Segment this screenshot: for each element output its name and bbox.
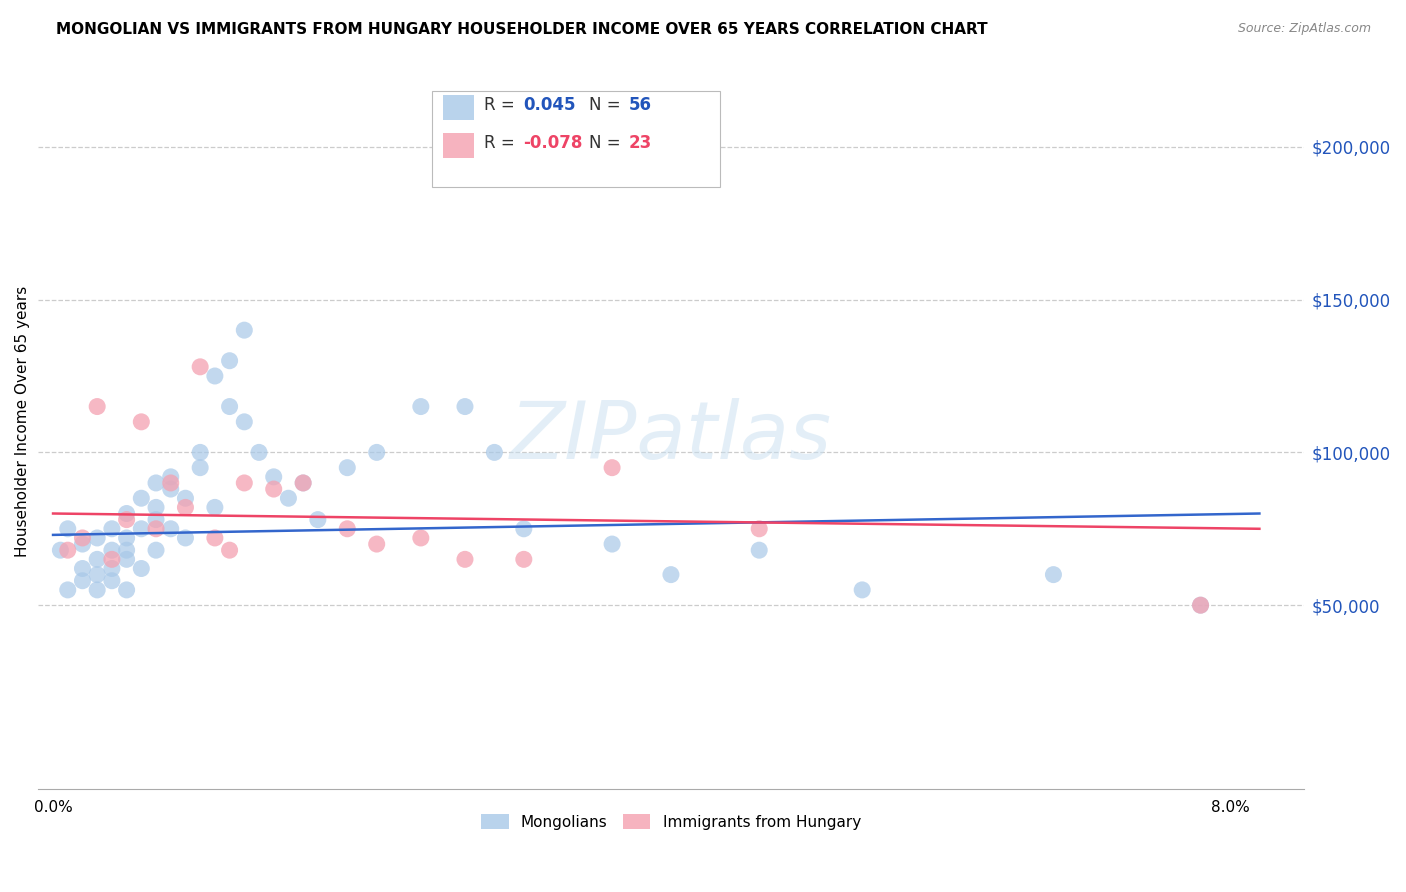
Point	[131, 561, 153, 575]
Point	[233, 415, 256, 429]
Text: N =: N =	[589, 134, 620, 152]
Point	[56, 522, 79, 536]
Point	[72, 531, 94, 545]
Point	[204, 500, 226, 515]
Point	[174, 491, 197, 506]
Point	[188, 460, 211, 475]
Point	[188, 359, 211, 374]
Point	[145, 513, 167, 527]
Point	[366, 445, 388, 459]
Point	[174, 500, 197, 515]
Point	[409, 531, 432, 545]
Point	[101, 574, 124, 588]
Point	[336, 522, 359, 536]
Point	[145, 475, 167, 490]
Point	[204, 531, 226, 545]
Point	[159, 475, 181, 490]
Point	[233, 323, 256, 337]
Point	[101, 543, 124, 558]
Point	[56, 543, 79, 558]
Point	[204, 369, 226, 384]
Point	[49, 543, 72, 558]
Point	[366, 537, 388, 551]
Point	[101, 561, 124, 575]
Point	[336, 460, 359, 475]
Point	[86, 552, 108, 566]
Point	[86, 582, 108, 597]
Point	[145, 543, 167, 558]
Point	[86, 531, 108, 545]
Point	[101, 522, 124, 536]
Text: 23: 23	[628, 134, 652, 152]
Point	[218, 543, 240, 558]
Point	[86, 567, 108, 582]
Point	[56, 582, 79, 597]
Point	[115, 507, 138, 521]
Point	[513, 522, 536, 536]
Point	[307, 513, 329, 527]
Point	[115, 543, 138, 558]
Point	[1042, 567, 1064, 582]
Point	[86, 400, 108, 414]
Point	[72, 561, 94, 575]
Text: Source: ZipAtlas.com: Source: ZipAtlas.com	[1237, 22, 1371, 36]
Legend: Mongolians, Immigrants from Hungary: Mongolians, Immigrants from Hungary	[475, 807, 868, 836]
Point	[145, 522, 167, 536]
Y-axis label: Householder Income Over 65 years: Householder Income Over 65 years	[15, 286, 30, 558]
Point	[131, 415, 153, 429]
Text: R =: R =	[484, 96, 515, 114]
Point	[159, 470, 181, 484]
Point	[659, 567, 682, 582]
Point	[115, 552, 138, 566]
Point	[72, 574, 94, 588]
Point	[409, 400, 432, 414]
Point	[263, 470, 285, 484]
Point	[174, 531, 197, 545]
Text: MONGOLIAN VS IMMIGRANTS FROM HUNGARY HOUSEHOLDER INCOME OVER 65 YEARS CORRELATIO: MONGOLIAN VS IMMIGRANTS FROM HUNGARY HOU…	[56, 22, 988, 37]
Point	[115, 582, 138, 597]
Point	[218, 353, 240, 368]
Point	[277, 491, 299, 506]
Point	[600, 537, 623, 551]
Point	[454, 400, 477, 414]
Point	[292, 475, 315, 490]
Point	[1189, 598, 1212, 612]
Text: 0.045: 0.045	[523, 96, 575, 114]
Point	[292, 475, 315, 490]
Point	[188, 445, 211, 459]
Text: N =: N =	[589, 96, 620, 114]
Point	[131, 491, 153, 506]
Point	[513, 552, 536, 566]
Point	[1189, 598, 1212, 612]
Text: 56: 56	[628, 96, 651, 114]
Text: ZIPatlas: ZIPatlas	[510, 398, 832, 475]
Point	[159, 482, 181, 496]
Point	[131, 522, 153, 536]
Point	[72, 537, 94, 551]
Point	[454, 552, 477, 566]
Text: -0.078: -0.078	[523, 134, 582, 152]
Point	[600, 460, 623, 475]
Point	[218, 400, 240, 414]
Point	[247, 445, 270, 459]
Point	[115, 513, 138, 527]
Point	[101, 552, 124, 566]
Point	[748, 522, 770, 536]
Point	[145, 500, 167, 515]
Point	[115, 531, 138, 545]
Point	[233, 475, 256, 490]
Point	[263, 482, 285, 496]
Point	[851, 582, 873, 597]
Text: R =: R =	[484, 134, 515, 152]
Point	[748, 543, 770, 558]
Point	[159, 522, 181, 536]
Point	[484, 445, 506, 459]
